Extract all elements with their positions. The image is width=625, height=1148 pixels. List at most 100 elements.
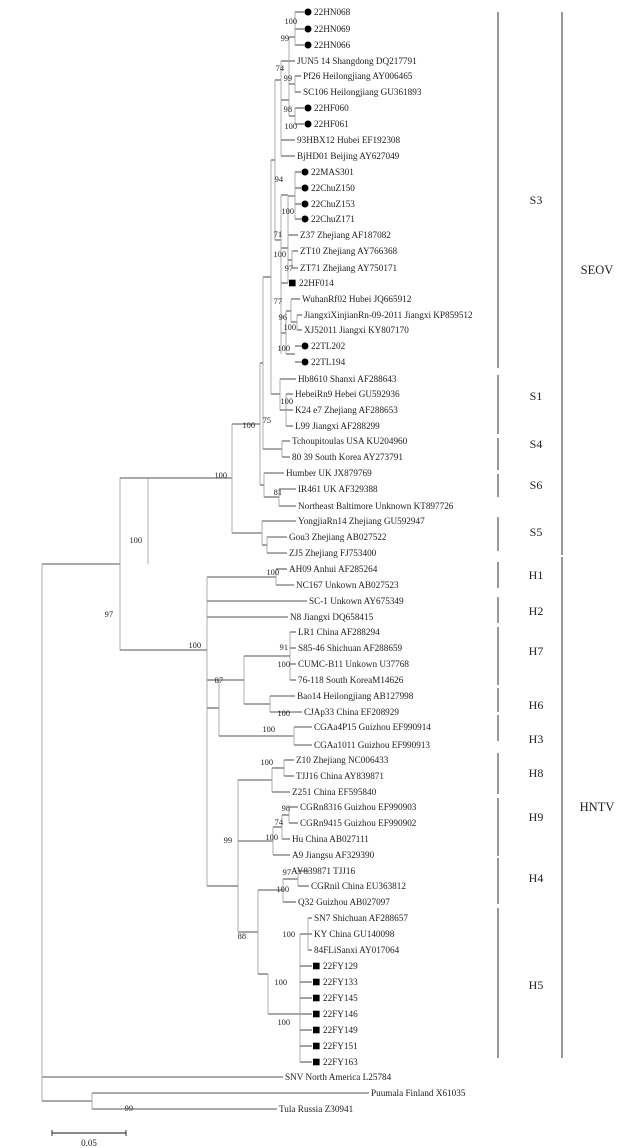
bootstrap-value: 100	[277, 660, 290, 669]
group-label: SEOV	[581, 263, 614, 277]
taxon-label: ZJ5 Zhejiang FJ753400	[289, 548, 377, 558]
taxon-label: BjHD01 Beijing AY627049	[297, 151, 400, 161]
group-label: HNTV	[580, 800, 615, 814]
taxon-label: ZT71 Zhejiang AY750171	[300, 263, 398, 273]
taxon-label: AH09 Anhui AF285264	[289, 564, 378, 574]
bootstrap-value: 100	[281, 207, 294, 216]
taxon-label: JiangxiXinjianRn-09-2011 Jiangxi KP85951…	[304, 310, 473, 320]
taxon-label: 84FLiSanxi AY017064	[314, 945, 400, 955]
sample-circle-marker	[305, 26, 312, 33]
bootstrap-value: 97	[283, 868, 291, 877]
sample-circle-marker	[302, 185, 309, 192]
sample-circle-marker	[302, 201, 309, 208]
bootstrap-value: 100	[214, 471, 227, 480]
taxon-label: 22HF060	[314, 103, 349, 113]
taxon-label: Tchoupitoulas USA KU204960	[292, 436, 408, 446]
taxon-label: 22FY129	[323, 961, 358, 971]
taxon-label: Northeast Baltimore Unknown KT897726	[298, 501, 454, 511]
taxon-label: 22HN068	[314, 7, 351, 17]
clade-label: H3	[529, 732, 544, 746]
clade-label: H2	[529, 604, 544, 618]
clade-label: H7	[529, 644, 544, 658]
bootstrap-value: 100	[284, 122, 297, 131]
clade-label: H6	[529, 698, 544, 712]
taxon-label: Hu China AB027111	[292, 834, 369, 844]
taxon-label: 22ChuZ171	[311, 214, 355, 224]
bootstrap-value: 74	[276, 64, 285, 73]
bootstrap-value: 100	[262, 725, 275, 734]
taxon-label: S85-46 Shichuan AF288659	[298, 643, 403, 653]
taxon-label: HebeiRn9 Hebei GU592936	[295, 389, 400, 399]
bootstrap-value: 100	[283, 323, 296, 332]
taxon-label: ZT10 Zhejiang AY766368	[300, 246, 398, 256]
taxon-label: AY839871 TJJ16	[291, 866, 355, 876]
taxon-label: 22TL194	[311, 357, 346, 367]
taxon-label: Bao14 Heilongjiang AB127998	[297, 691, 414, 701]
taxon-label: Z37 Zhejiang AF187082	[300, 230, 391, 240]
bootstrap-value: 98	[284, 105, 292, 114]
sample-circle-marker	[305, 9, 312, 16]
taxon-label: 22HF014	[299, 278, 334, 288]
bootstrap-value: 99	[281, 34, 289, 43]
taxon-label: 76-118 South KoreaM14626	[298, 675, 404, 685]
sample-square-marker	[313, 1027, 320, 1034]
taxon-label: 22ChuZ153	[311, 199, 355, 209]
bootstrap-value: 98	[282, 804, 290, 813]
taxon-label: A9 Jiangsu AF329390	[292, 850, 375, 860]
taxon-label: 93HBX12 Hubei EF192308	[297, 135, 401, 145]
taxon-label: NC167 Unkown AB027523	[296, 580, 399, 590]
sample-square-marker	[313, 979, 320, 986]
clade-label: H5	[529, 978, 544, 992]
sample-square-marker	[313, 1043, 320, 1050]
taxon-label: 22HN069	[314, 24, 351, 34]
bootstrap-value: 100	[280, 397, 293, 406]
scale-bar-label: 0.05	[81, 1138, 97, 1148]
sample-circle-marker	[305, 105, 312, 112]
taxon-label: Hb8610 Shanxi AF288643	[298, 374, 397, 384]
taxon-label: SC106 Heilongjiang GU361893	[303, 87, 422, 97]
taxon-label: CGRn8316 Guizhou EF990903	[300, 802, 417, 812]
taxon-label: 22HF061	[314, 119, 349, 129]
taxon-label: TJJ16 China AY839871	[296, 771, 384, 781]
bootstrap-value: 99	[284, 74, 292, 83]
taxon-label: KY China GU140098	[314, 929, 395, 939]
taxon-label: CJAp33 China EF208929	[304, 707, 399, 717]
clade-label: S5	[530, 525, 543, 539]
sample-circle-marker	[302, 216, 309, 223]
bootstrap-value: 100	[282, 930, 295, 939]
taxon-label: IR461 UK AF329388	[298, 484, 378, 494]
taxon-label: 22FY163	[323, 1057, 358, 1067]
taxon-label: Z251 China EF595840	[292, 787, 377, 797]
taxon-label: YongjiaRn14 Zhejiang GU592947	[298, 516, 425, 526]
sample-circle-marker	[302, 359, 309, 366]
sample-square-marker	[313, 1011, 320, 1018]
clade-label: H1	[529, 568, 544, 582]
bootstrap-value: 100	[273, 250, 286, 259]
clade-label: H9	[529, 810, 544, 824]
bootstrap-value: 99	[125, 1104, 133, 1113]
bootstrap-value: 100	[260, 758, 273, 767]
taxon-label: SN7 Shichuan AF288657	[314, 913, 408, 923]
taxon-label: Z10 Zhejiang NC006433	[296, 755, 389, 765]
bootstrap-value: 100	[277, 1018, 290, 1027]
sample-circle-marker	[305, 121, 312, 128]
taxon-label: 22FY133	[323, 977, 358, 987]
taxon-label: CGAa1011 Guizhou EF990913	[314, 740, 430, 750]
taxon-label: 22FY145	[323, 993, 358, 1003]
sample-circle-marker	[302, 343, 309, 350]
bootstrap-value: 100	[188, 641, 201, 650]
clade-label: S1	[530, 389, 543, 403]
scale-bar: 0.05	[52, 1130, 126, 1148]
taxon-label: JUN5 14 Shangdong DQ217791	[297, 56, 417, 66]
taxon-label: CGAa4P15 Guizhou EF990914	[314, 722, 431, 732]
clade-label: H4	[529, 871, 544, 885]
sample-circle-marker	[305, 42, 312, 49]
bootstrap-value: 100	[277, 344, 290, 353]
bootstrap-value: 100	[276, 885, 289, 894]
bootstrap-value: 100	[265, 833, 278, 842]
sample-circle-marker	[302, 169, 309, 176]
bootstrap-value: 91	[280, 643, 288, 652]
bootstrap-value: 96	[279, 313, 287, 322]
bootstrap-value: 94	[275, 175, 284, 184]
